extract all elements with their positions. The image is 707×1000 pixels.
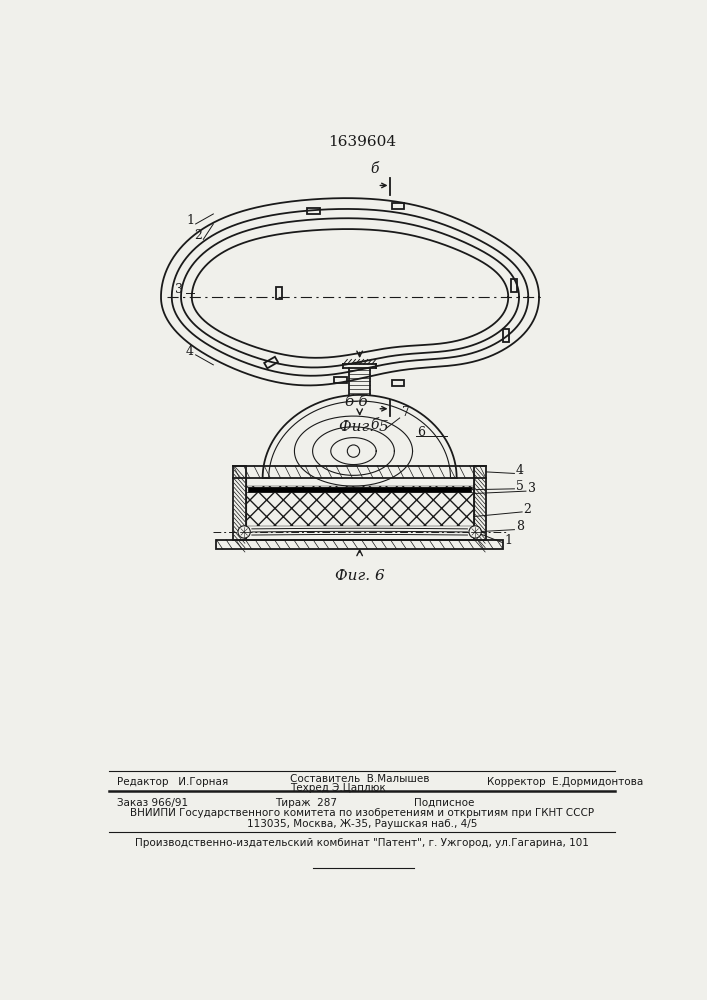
Text: б: б bbox=[370, 418, 379, 432]
Text: 3: 3 bbox=[527, 482, 535, 495]
Text: 4: 4 bbox=[186, 345, 194, 358]
Text: Подписное: Подписное bbox=[414, 798, 474, 808]
Text: 1: 1 bbox=[504, 534, 513, 546]
Text: Составитель  В.Малышев: Составитель В.Малышев bbox=[291, 774, 430, 784]
Text: ВНИИПИ Государственного комитета по изобретениям и открытиям при ГКНТ СССР: ВНИИПИ Государственного комитета по изоб… bbox=[130, 808, 594, 818]
Text: 3: 3 bbox=[175, 283, 182, 296]
Text: Фиг. 6: Фиг. 6 bbox=[335, 569, 385, 583]
Text: Корректор  Е.Дормидонтова: Корректор Е.Дормидонтова bbox=[486, 777, 643, 787]
Bar bbox=[233, 466, 246, 540]
Text: 5: 5 bbox=[516, 480, 524, 493]
Bar bbox=[474, 466, 486, 540]
Circle shape bbox=[347, 445, 360, 457]
Text: Фиг. 5: Фиг. 5 bbox=[339, 420, 388, 434]
Text: Производственно-издательский комбинат "Патент", г. Ужгород, ул.Гагарина, 101: Производственно-издательский комбинат "П… bbox=[135, 838, 589, 848]
Text: Тираж  287: Тираж 287 bbox=[275, 798, 337, 808]
Circle shape bbox=[469, 526, 481, 538]
Circle shape bbox=[238, 526, 250, 538]
Text: 8: 8 bbox=[516, 520, 524, 533]
Text: 1639604: 1639604 bbox=[328, 135, 396, 149]
Text: Заказ 966/91: Заказ 966/91 bbox=[117, 798, 188, 808]
Text: 6: 6 bbox=[417, 426, 426, 439]
Bar bbox=[216, 540, 503, 549]
Text: 2: 2 bbox=[194, 229, 201, 242]
Text: б: б bbox=[370, 162, 379, 176]
Text: 113035, Москва, Ж-35, Раушская наб., 4/5: 113035, Москва, Ж-35, Раушская наб., 4/5 bbox=[247, 819, 477, 829]
Text: 4: 4 bbox=[516, 464, 524, 477]
Text: 1: 1 bbox=[186, 214, 194, 227]
Text: Техред Э.Цаплюк: Техред Э.Цаплюк bbox=[291, 783, 386, 793]
Bar bbox=[246, 486, 474, 526]
Text: 7: 7 bbox=[402, 406, 410, 419]
Text: 2: 2 bbox=[524, 503, 532, 516]
Bar bbox=[248, 487, 472, 492]
Text: б-б: б-б bbox=[344, 395, 368, 409]
Text: Редактор   И.Горная: Редактор И.Горная bbox=[117, 777, 228, 787]
